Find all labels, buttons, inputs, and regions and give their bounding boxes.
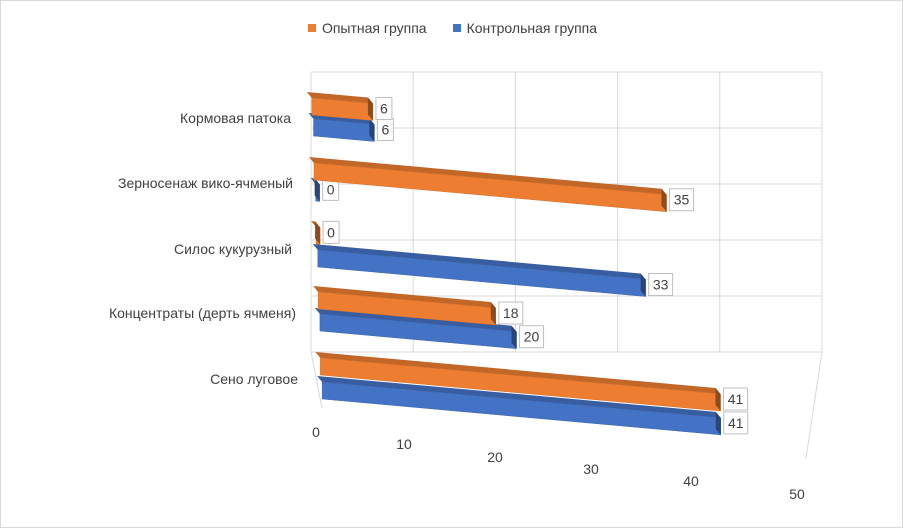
data-label-control-2: 33: [653, 277, 669, 293]
data-label-box-control-2: [648, 273, 674, 297]
data-label-box-experimental-2: [322, 220, 340, 244]
data-label-control-4: 41: [728, 415, 744, 431]
bar-side-control-2: [640, 273, 646, 297]
bar-top-experimental-1: [308, 157, 667, 195]
data-label-experimental-3: 18: [503, 305, 519, 321]
data-label-box-control-3: [519, 325, 545, 349]
x-tick-label-0: 0: [312, 424, 320, 440]
bar-side-experimental-1: [661, 188, 667, 212]
bar-side-experimental-0: [367, 97, 373, 121]
legend-swatch-experimental: [307, 24, 316, 32]
category-label-1: Зерносенаж вико-ячменый: [118, 175, 293, 191]
legend-label-experimental: Опытная группа: [321, 20, 427, 36]
bar-top-control-2: [312, 244, 646, 280]
category-label-2: Силос кукурузный: [174, 241, 292, 257]
bar-top-experimental-4: [315, 352, 721, 395]
data-label-box-experimental-4: [723, 387, 749, 411]
bar-side-experimental-2: [315, 221, 321, 245]
floor-left-edge: [310, 351, 323, 409]
x-tick-label-4: 40: [683, 473, 699, 489]
category-label-3: Концентраты (дерть ячменя): [109, 305, 296, 321]
bar-top-control-3: [314, 308, 517, 332]
legend-swatch-control: [452, 24, 461, 32]
data-label-control-1: 0: [327, 181, 335, 197]
data-label-control-0: 6: [382, 121, 390, 137]
bar-top-experimental-0: [306, 92, 373, 104]
bar-side-control-3: [511, 325, 517, 349]
legend-item-control: Контрольная группа: [452, 20, 598, 36]
data-label-box-experimental-1: [669, 188, 695, 212]
floor-right-edge: [805, 351, 823, 459]
x-tick-label-2: 20: [487, 449, 503, 465]
legend-item-experimental: Опытная группа: [307, 20, 427, 36]
category-label-0: Кормовая патока: [180, 110, 291, 126]
bar-side-control-4: [715, 411, 721, 435]
data-label-box-experimental-0: [375, 96, 393, 120]
bar-side-experimental-4: [715, 388, 721, 412]
x-tick-label-3: 30: [583, 461, 599, 477]
data-label-box-control-4: [723, 411, 749, 435]
x-tick-label-1: 10: [396, 436, 412, 452]
x-tick-label-5: 50: [789, 486, 805, 502]
bar-side-control-0: [369, 118, 375, 142]
data-label-control-3: 20: [524, 329, 540, 345]
bar-top-experimental-3: [313, 286, 496, 308]
data-label-experimental-0: 6: [380, 100, 388, 116]
bar-side-experimental-3: [490, 301, 496, 325]
data-label-experimental-1: 35: [674, 192, 690, 208]
data-label-experimental-4: 41: [728, 391, 744, 407]
data-label-box-experimental-3: [498, 301, 524, 325]
category-label-4: Сено луговое: [210, 371, 298, 387]
bar-side-control-1: [314, 178, 320, 202]
bar-top-control-4: [317, 376, 721, 418]
legend-label-control: Контрольная группа: [466, 20, 598, 36]
data-label-experimental-2: 0: [327, 224, 335, 240]
legend: Опытная группа Контрольная группа: [1, 20, 903, 36]
